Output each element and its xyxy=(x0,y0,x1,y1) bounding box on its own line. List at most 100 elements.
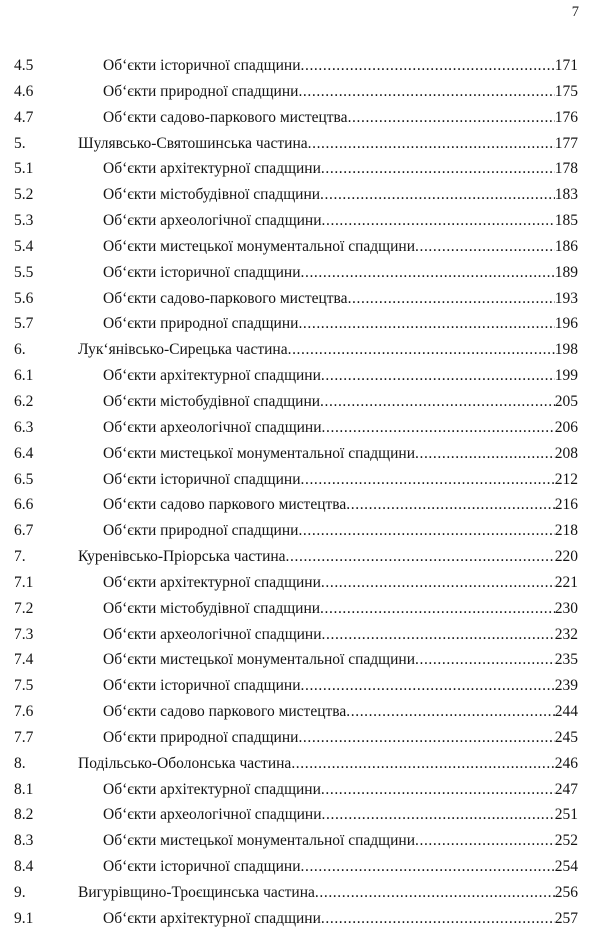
toc-entry: 7.7 Об‘єкти природної спадщини 245 xyxy=(14,725,578,751)
toc-entry-title: Вигурівщино-Троєщинська частина xyxy=(78,884,315,901)
toc-entry-number: 9.1 xyxy=(14,909,34,927)
dot-leader xyxy=(301,467,555,493)
toc-entry-title: Об‘єкти історичної спадщини xyxy=(103,57,301,74)
dot-leader xyxy=(301,673,555,699)
toc-entry-title: Куренівсько-Пріорська частина xyxy=(78,548,286,566)
dot-leader xyxy=(298,518,554,544)
dot-leader xyxy=(415,828,555,854)
dot-leader xyxy=(322,622,555,648)
dot-leader xyxy=(286,544,555,570)
toc-entry: 6. Лук‘янівсько-Сирецька частина 198 xyxy=(14,337,578,363)
toc-entry: 9. Вигурівщино-Троєщинська частина 256 xyxy=(14,880,578,906)
toc-entry-title: Об‘єкти природної спадщини xyxy=(103,728,299,746)
toc-entry: 4.6 Об‘єкти природної спадщини 175 xyxy=(14,79,578,105)
toc-entry-title: Об‘єкти садово-паркового мистецтва xyxy=(103,108,348,126)
toc-entry-page: 208 xyxy=(554,444,578,462)
toc-entry: 8. Подільсько-Оболонська частина 246 xyxy=(14,751,578,777)
toc-entry-title: Об‘єкти садово паркового мистецтва xyxy=(103,496,347,514)
toc-entry: 5.2 Об‘єкти містобудівної спадщини 183 xyxy=(14,182,578,208)
toc-entry-number: 5.2 xyxy=(14,186,34,204)
toc-entry-page: 251 xyxy=(554,806,578,824)
toc-entry-number: 5. xyxy=(14,134,26,152)
toc-entry-number: 5.4 xyxy=(14,237,34,255)
dot-leader xyxy=(298,79,554,105)
dot-leader xyxy=(320,389,555,415)
dot-leader xyxy=(301,260,555,286)
toc-entry-page: 199 xyxy=(554,367,578,385)
toc-entry-page: 175 xyxy=(554,82,578,100)
toc-entry-page: 176 xyxy=(554,108,578,126)
dot-leader xyxy=(320,182,555,208)
toc-entry-number: 7.3 xyxy=(14,625,34,643)
toc-entry: 6.1 Об‘єкти архітектурної спадщини 199 xyxy=(14,363,578,389)
toc-entry-page: 171 xyxy=(554,57,578,74)
toc-entry: 5.4 Об‘єкти мистецької монументальної спа… xyxy=(14,234,578,260)
toc-entry-number: 4.6 xyxy=(14,82,34,100)
dot-leader xyxy=(301,53,555,79)
toc-entry: 6.7 Об‘єкти природної спадщини 218 xyxy=(14,518,578,544)
dot-leader xyxy=(322,208,555,234)
toc-entry-title: Об‘єкти археологічної спадщини xyxy=(103,625,322,643)
toc-entry-title: Об‘єкти мистецької монументальної спадщи… xyxy=(103,444,415,462)
toc-entry-title: Об‘єкти архітектурної спадщини xyxy=(103,160,321,178)
toc-entry-title: Об‘єкти містобудівної спадщини xyxy=(103,599,321,617)
toc-entry-title: Об‘єкти археологічної спадщини xyxy=(103,806,322,824)
toc-entry: 4.7 Об‘єкти садово-паркового мистецтва 176 xyxy=(14,105,578,131)
toc-entry: 8.4 Об‘єкти історичної спадщини 254 xyxy=(14,854,578,880)
toc-entry-number: 6.2 xyxy=(14,392,34,410)
toc-entry: 6.4 Об‘єкти мистецької монументальної спа… xyxy=(14,441,578,467)
toc-entry-number: 6.4 xyxy=(14,444,34,462)
toc-entry-page: 252 xyxy=(554,832,578,850)
toc-entry-number: 7.2 xyxy=(14,599,34,617)
dot-leader xyxy=(346,699,554,725)
toc-entry-title: Об‘єкти археологічної спадщини xyxy=(103,212,322,230)
toc-entry-page: 206 xyxy=(554,418,578,436)
toc-entry-number: 5.1 xyxy=(14,160,34,178)
toc-entry: 6.6 Об‘єкти садово паркового мистецтва 216 xyxy=(14,492,578,518)
toc-entry-number: 5.6 xyxy=(14,289,34,307)
toc-entry-title: Об‘єкти садово-паркового мистецтва xyxy=(103,289,348,307)
toc-entry-title: Об‘єкти мистецької монументальної спадщи… xyxy=(103,651,415,669)
toc-entry: 7.3 Об‘єкти археологічної спадщини 232 xyxy=(14,622,578,648)
toc-entry-title: Об‘єкти природної спадщини xyxy=(103,82,299,100)
toc-entry-number: 5.5 xyxy=(14,263,34,281)
toc-entry: 7.1 Об‘єкти архітектурної спадщини 221 xyxy=(14,570,578,596)
toc-entry-number: 7.4 xyxy=(14,651,34,669)
dot-leader xyxy=(320,596,555,622)
toc-entry: 5.1 Об‘єкти архітектурної спадщини 178 xyxy=(14,156,578,182)
toc-entry-number: 5.3 xyxy=(14,212,34,230)
dot-leader xyxy=(321,363,555,389)
dot-leader xyxy=(321,570,555,596)
toc-entry: 7. Куренівсько-Пріорська частина 220 xyxy=(14,544,578,570)
dot-leader xyxy=(298,725,554,751)
toc-entry-number: 6.5 xyxy=(14,470,34,488)
dot-leader xyxy=(346,492,554,518)
toc-entry: 7.2 Об‘єкти містобудівної спадщини 230 xyxy=(14,596,578,622)
page-number: 7 xyxy=(571,4,579,20)
dot-leader xyxy=(321,777,555,803)
toc-entry-number: 7.7 xyxy=(14,728,34,746)
toc-entry-page: 235 xyxy=(554,651,578,669)
toc-entry-page: 183 xyxy=(554,186,578,204)
toc-entry: 6.3 Об‘єкти археологічної спадщини 206 xyxy=(14,415,578,441)
dot-leader xyxy=(415,234,555,260)
toc-entry-title: Об‘єкти археологічної спадщини xyxy=(103,418,322,436)
toc-entry-page: 185 xyxy=(554,212,578,230)
toc-entry-page: 221 xyxy=(554,573,578,591)
toc-entry-page: 244 xyxy=(554,703,578,721)
toc-entry-title: Об‘єкти історичної спадщини xyxy=(103,858,301,876)
toc-entry-page: 196 xyxy=(554,315,578,333)
dot-leader xyxy=(321,906,555,932)
toc-entry-number: 7. xyxy=(14,548,26,566)
toc-entry-page: 220 xyxy=(554,548,578,566)
toc-entry-number: 4.7 xyxy=(14,108,34,126)
toc-entry-title: Об‘єкти архітектурної спадщини xyxy=(103,367,321,385)
toc-entry-number: 6.1 xyxy=(14,367,34,385)
toc-entry-title: Об‘єкти архітектурної спадщини xyxy=(103,573,321,591)
toc-entry-page: 232 xyxy=(554,625,578,643)
toc-entry: 5.7 Об‘єкти природної спадщини 196 xyxy=(14,311,578,337)
toc-entry-title: Об‘єкти мистецької монументальної спадщи… xyxy=(103,832,415,850)
toc-entry-number: 8. xyxy=(14,754,26,772)
toc-entry-number: 7.6 xyxy=(14,703,34,721)
